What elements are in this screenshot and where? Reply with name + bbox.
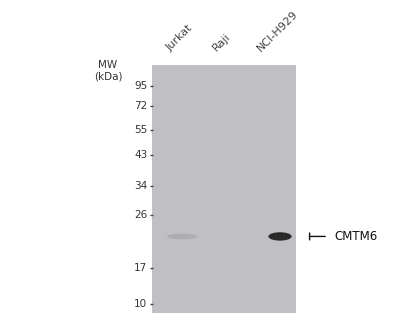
Text: 17: 17	[134, 263, 147, 273]
Text: 34: 34	[134, 181, 147, 191]
Text: NCI-H929: NCI-H929	[255, 9, 300, 53]
Ellipse shape	[268, 232, 292, 241]
Ellipse shape	[167, 234, 197, 239]
Text: 43: 43	[134, 150, 147, 160]
Text: MW
(kDa): MW (kDa)	[94, 60, 122, 81]
Text: Jurkat: Jurkat	[165, 23, 195, 53]
Text: 10: 10	[134, 299, 147, 308]
FancyBboxPatch shape	[152, 65, 296, 313]
Text: 95: 95	[134, 81, 147, 91]
Text: CMTM6: CMTM6	[334, 230, 377, 243]
Text: Raji: Raji	[211, 32, 232, 53]
Text: 72: 72	[134, 101, 147, 111]
Text: 26: 26	[134, 210, 147, 220]
Text: 55: 55	[134, 125, 147, 134]
